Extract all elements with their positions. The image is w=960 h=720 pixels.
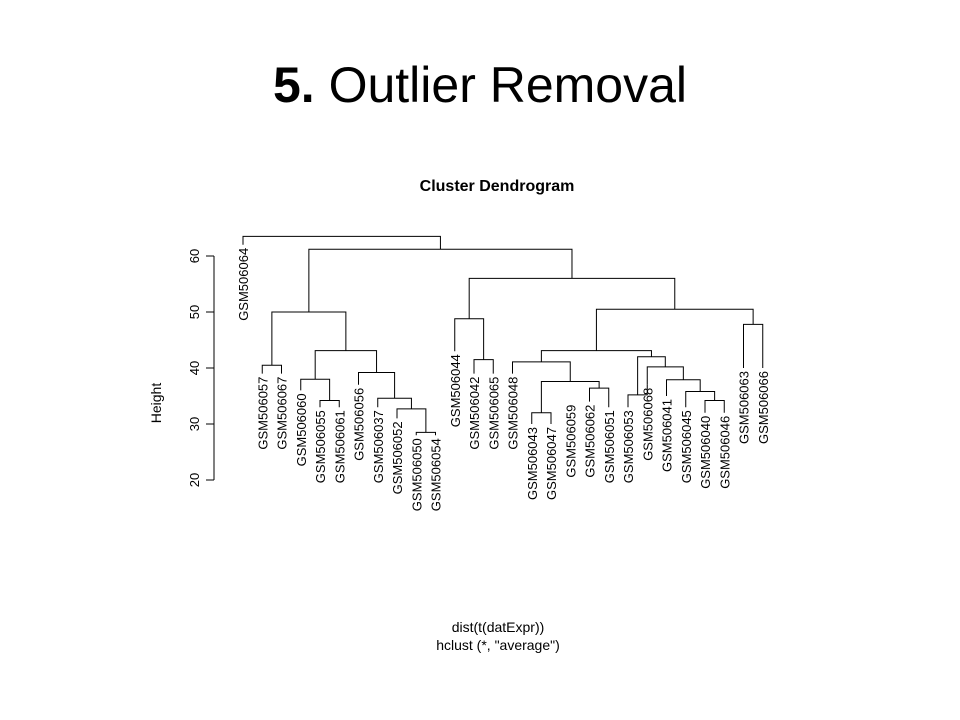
dendrogram-tree <box>242 235 764 436</box>
leaf-label: GSM506046 <box>717 416 732 489</box>
dendrogram-branch <box>415 431 436 436</box>
dendrogram-branch <box>468 277 676 319</box>
slide-title-text: Outlier Removal <box>328 57 688 113</box>
leaf-label: GSM506068 <box>640 388 655 461</box>
leaf-label: GSM506060 <box>294 393 309 466</box>
leaf-label: GSM506052 <box>390 421 405 494</box>
chart-title: Cluster Dendrogram <box>420 178 575 195</box>
slide-title-number: 5. <box>272 57 315 113</box>
y-tick-label: 20 <box>187 473 202 487</box>
dendrogram-branch <box>595 308 754 351</box>
leaf-labels: GSM506064 GSM506057 GSM506067 GSM506060 GSM5… <box>236 248 771 511</box>
dendrogram-branch <box>704 399 725 413</box>
y-tick-label: 50 <box>187 305 202 319</box>
leaf-label: GSM506037 <box>371 410 386 483</box>
leaf-label: GSM506056 <box>352 388 367 461</box>
leaf-label: GSM506059 <box>563 405 578 478</box>
leaf-label: GSM506040 <box>698 416 713 489</box>
dendrogram-branch <box>646 366 684 385</box>
dendrogram-branch <box>319 399 340 408</box>
dendrogram-branch <box>271 311 347 366</box>
leaf-label: GSM506062 <box>583 405 598 478</box>
dendrogram-branch <box>666 379 701 396</box>
leaf-label: GSM506054 <box>429 438 444 511</box>
leaf-label: GSM506061 <box>332 410 347 483</box>
dendrogram-branch <box>512 361 571 382</box>
leaf-label: GSM506047 <box>544 427 559 500</box>
leaf-label: GSM506050 <box>409 438 424 511</box>
leaf-label: GSM506067 <box>275 377 290 450</box>
dendrogram-branch <box>540 350 652 362</box>
dendrogram-branch <box>531 412 552 424</box>
dendrogram-branch <box>473 359 494 374</box>
leaf-label: GSM506044 <box>448 354 463 427</box>
leaf-label: GSM506045 <box>679 410 694 483</box>
dendrogram-branch <box>454 318 485 360</box>
dendrogram-branch <box>308 248 573 312</box>
leaf-label: GSM506053 <box>621 410 636 483</box>
leaf-label: GSM506041 <box>660 399 675 472</box>
leaf-label: GSM506064 <box>236 248 251 321</box>
leaf-label: GSM506042 <box>467 377 482 450</box>
dendrogram-branch <box>242 235 441 250</box>
y-axis-label: Height <box>148 383 164 424</box>
y-axis: 20 30 40 50 60 <box>187 249 215 487</box>
leaf-label: GSM506048 <box>506 377 521 450</box>
dendrogram-branch <box>377 397 412 409</box>
dendrogram-branch <box>743 323 764 368</box>
dendrogram-branch <box>685 391 716 408</box>
leaf-label: GSM506043 <box>525 427 540 500</box>
leaf-label: GSM506057 <box>255 377 270 450</box>
x-axis-label: dist(t(datExpr)) <box>452 619 545 635</box>
leaf-label: GSM506065 <box>486 377 501 450</box>
y-tick-label: 60 <box>187 249 202 263</box>
leaf-label: GSM506063 <box>737 371 752 444</box>
chart-subtitle: hclust (*, "average") <box>436 637 560 653</box>
leaf-label: GSM506051 <box>602 410 617 483</box>
dendrogram-branch <box>261 364 282 374</box>
leaf-label: GSM506055 <box>313 410 328 483</box>
leaf-label: GSM506066 <box>756 371 771 444</box>
dendrogram-branch <box>589 387 610 408</box>
y-tick-label: 40 <box>187 361 202 375</box>
dendrogram-branch <box>314 350 378 380</box>
y-tick-label: 30 <box>187 417 202 431</box>
slide-title: 5. Outlier Removal <box>0 58 960 113</box>
